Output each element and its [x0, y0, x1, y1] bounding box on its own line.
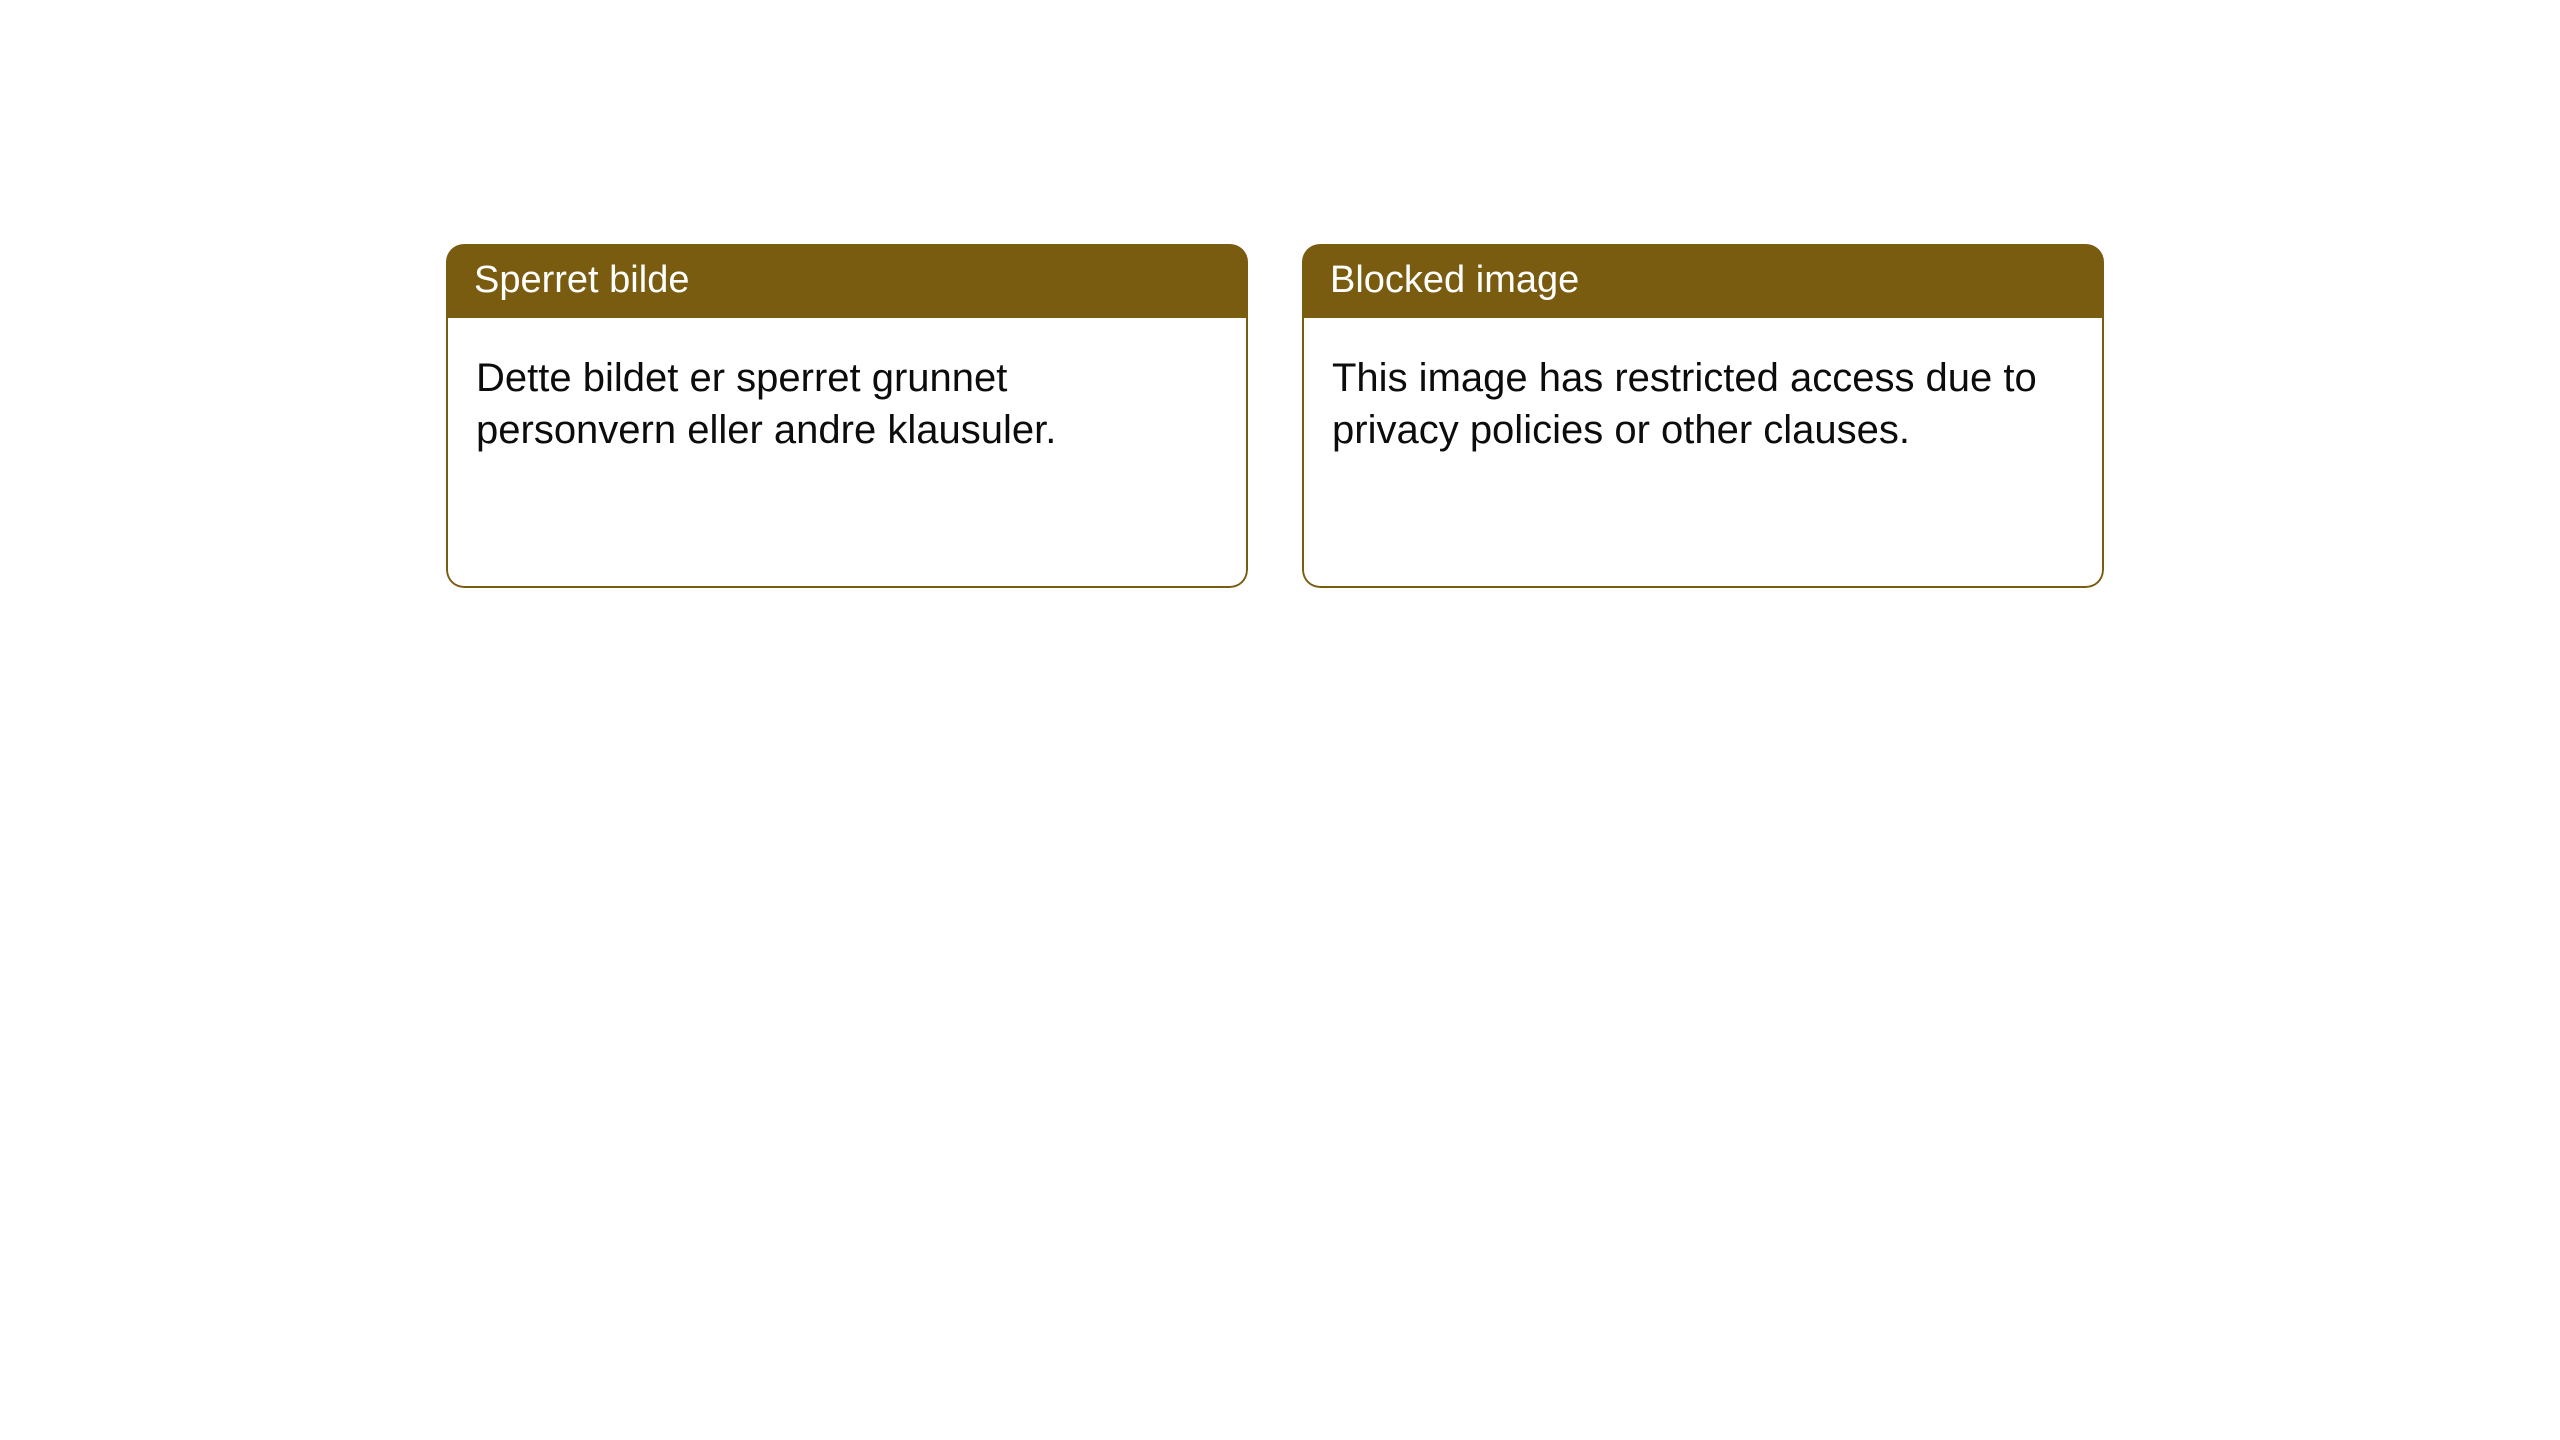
notice-container: Sperret bilde Dette bildet er sperret gr… — [0, 0, 2560, 588]
notice-card-nb-title: Sperret bilde — [446, 244, 1248, 318]
notice-card-nb: Sperret bilde Dette bildet er sperret gr… — [446, 244, 1248, 588]
notice-card-nb-body: Dette bildet er sperret grunnet personve… — [446, 318, 1248, 588]
notice-card-en: Blocked image This image has restricted … — [1302, 244, 2104, 588]
notice-card-en-title: Blocked image — [1302, 244, 2104, 318]
notice-card-en-body: This image has restricted access due to … — [1302, 318, 2104, 588]
